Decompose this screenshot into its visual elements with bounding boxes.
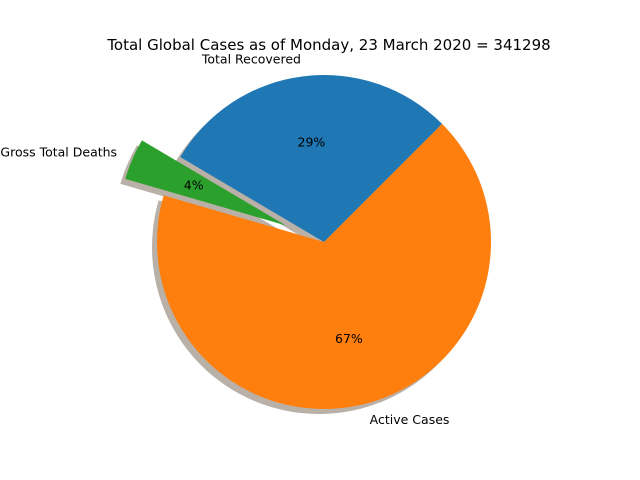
chart-title: Total Global Cases as of Monday, 23 Marc… (106, 36, 550, 54)
slice-label-gross-total-deaths: Gross Total Deaths (0, 144, 117, 159)
slice-percent-gross-total-deaths: 4% (184, 178, 204, 193)
slice-label-total-recovered: Total Recovered (201, 52, 301, 67)
pie-slice-gross-total-deaths (125, 140, 286, 226)
slice-percent-total-recovered: 29% (298, 135, 326, 150)
pie-slices (120, 75, 492, 415)
slice-label-active-cases: Active Cases (370, 412, 450, 427)
slice-percent-active-cases: 67% (335, 331, 363, 346)
pie-slice-total-recovered (180, 75, 443, 242)
pie-slice-active-cases (157, 123, 492, 409)
pie-labels: Total Recovered 29% Gross Total Deaths 4% Ac… (0, 52, 449, 427)
